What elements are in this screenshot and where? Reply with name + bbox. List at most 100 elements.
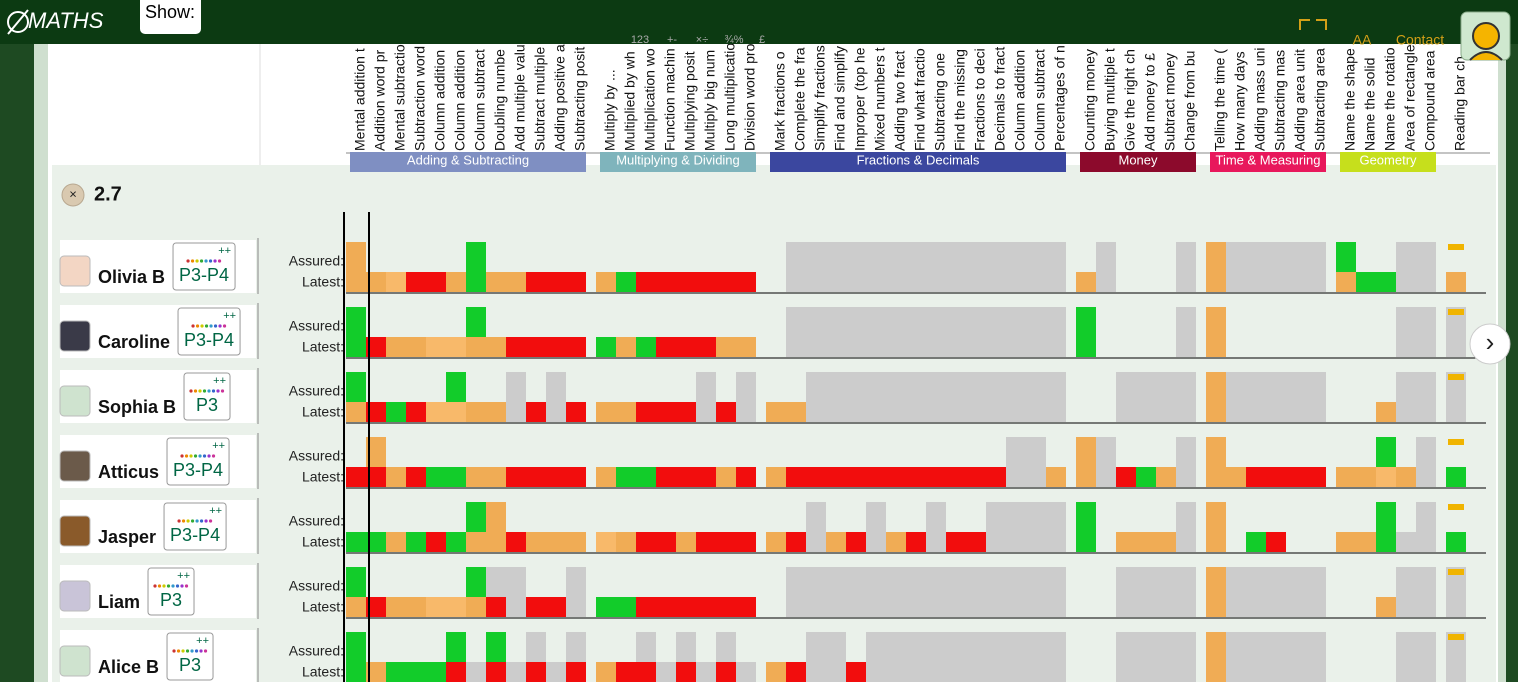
- latest-cell[interactable]: [946, 532, 966, 552]
- latest-cell[interactable]: [766, 532, 786, 552]
- latest-cell[interactable]: [766, 467, 786, 487]
- latest-cell[interactable]: [506, 337, 526, 357]
- latest-cell[interactable]: [696, 597, 716, 617]
- latest-cell[interactable]: [546, 532, 566, 552]
- skill-cell[interactable]: [1246, 242, 1266, 292]
- skill-cell[interactable]: [1246, 567, 1266, 617]
- skill-cell[interactable]: [1446, 372, 1466, 422]
- student-name[interactable]: Liam: [98, 592, 140, 612]
- latest-cell[interactable]: [1076, 272, 1096, 292]
- latest-cell[interactable]: [466, 467, 486, 487]
- latest-cell[interactable]: [386, 597, 406, 617]
- skill-cell[interactable]: [906, 567, 926, 617]
- latest-cell[interactable]: [676, 272, 696, 292]
- skill-cell[interactable]: [866, 372, 886, 422]
- latest-cell[interactable]: [446, 597, 466, 617]
- skill-cell[interactable]: [906, 307, 926, 357]
- latest-cell[interactable]: [1336, 467, 1356, 487]
- latest-cell[interactable]: [656, 597, 676, 617]
- group-label[interactable]: Geometry: [1359, 152, 1417, 167]
- latest-cell[interactable]: [946, 467, 966, 487]
- latest-cell[interactable]: [716, 662, 736, 682]
- level-badge[interactable]: [166, 437, 230, 486]
- skill-cell[interactable]: [806, 372, 826, 422]
- skill-cell[interactable]: [1176, 502, 1196, 552]
- toolbar-item[interactable]: ¾%: [725, 34, 744, 46]
- latest-cell[interactable]: [786, 662, 806, 682]
- topic-header[interactable]: Multiply big num: [702, 50, 718, 151]
- latest-cell[interactable]: [466, 272, 486, 292]
- latest-cell[interactable]: [446, 467, 466, 487]
- assured-cell[interactable]: [1206, 502, 1226, 532]
- latest-cell[interactable]: [346, 662, 366, 682]
- skill-cell[interactable]: [1286, 242, 1306, 292]
- latest-cell[interactable]: [426, 272, 446, 292]
- toolbar-item[interactable]: ×÷: [696, 34, 708, 46]
- latest-cell[interactable]: [506, 532, 526, 552]
- assured-cell[interactable]: [1076, 502, 1096, 532]
- student-name[interactable]: Olivia B: [98, 267, 165, 287]
- skill-cell[interactable]: [1046, 632, 1066, 682]
- skill-cell[interactable]: [986, 307, 1006, 357]
- latest-cell[interactable]: [696, 467, 716, 487]
- latest-cell[interactable]: [716, 532, 736, 552]
- skill-cell[interactable]: [1246, 372, 1266, 422]
- latest-cell[interactable]: [1446, 272, 1466, 292]
- latest-cell[interactable]: [366, 337, 386, 357]
- skill-cell[interactable]: [1156, 372, 1176, 422]
- skill-cell[interactable]: [1226, 372, 1246, 422]
- skill-cell[interactable]: [696, 372, 716, 422]
- level-badge[interactable]: [166, 632, 214, 681]
- latest-cell[interactable]: [676, 402, 696, 422]
- topic-header[interactable]: Counting money: [1082, 49, 1098, 151]
- skill-cell[interactable]: [1116, 567, 1136, 617]
- skill-cell[interactable]: [1446, 567, 1466, 617]
- skill-cell[interactable]: [966, 632, 986, 682]
- skill-cell[interactable]: [1446, 307, 1466, 357]
- latest-cell[interactable]: [346, 337, 366, 357]
- latest-cell[interactable]: [426, 662, 446, 682]
- skill-cell[interactable]: [926, 307, 946, 357]
- assured-cell[interactable]: [1206, 567, 1226, 597]
- latest-cell[interactable]: [736, 337, 756, 357]
- latest-cell[interactable]: [506, 272, 526, 292]
- topic-header[interactable]: Buying multiple t: [1102, 48, 1118, 151]
- topic-header[interactable]: Column subtract: [1032, 49, 1048, 151]
- skill-cell[interactable]: [946, 242, 966, 292]
- group-band[interactable]: [1080, 152, 1196, 172]
- topic-header[interactable]: Subtracting posit: [572, 47, 588, 151]
- latest-cell[interactable]: [446, 402, 466, 422]
- topic-header[interactable]: Addition word pr: [372, 49, 388, 151]
- skill-cell[interactable]: [1306, 372, 1326, 422]
- latest-cell[interactable]: [596, 532, 616, 552]
- skill-cell[interactable]: [826, 372, 846, 422]
- assured-cell[interactable]: [676, 632, 696, 662]
- skill-cell[interactable]: [1096, 242, 1116, 292]
- topic-header[interactable]: Find the missing: [952, 49, 968, 151]
- latest-cell[interactable]: [966, 532, 986, 552]
- latest-cell[interactable]: [736, 467, 756, 487]
- latest-cell[interactable]: [526, 272, 546, 292]
- latest-cell[interactable]: [526, 532, 546, 552]
- skill-cell[interactable]: [926, 502, 946, 552]
- latest-cell[interactable]: [676, 662, 696, 682]
- contact-link[interactable]: Contact: [1396, 32, 1444, 48]
- latest-cell[interactable]: [1076, 467, 1096, 487]
- latest-cell[interactable]: [346, 597, 366, 617]
- topic-header[interactable]: Complete the fra: [792, 47, 808, 151]
- latest-cell[interactable]: [1206, 467, 1226, 487]
- latest-cell[interactable]: [546, 337, 566, 357]
- latest-cell[interactable]: [596, 272, 616, 292]
- latest-cell[interactable]: [616, 402, 636, 422]
- skill-cell[interactable]: [1396, 307, 1416, 357]
- latest-cell[interactable]: [766, 662, 786, 682]
- topic-header[interactable]: Column addition: [1012, 50, 1028, 151]
- topic-header[interactable]: Add multiple valu: [512, 44, 528, 151]
- latest-cell[interactable]: [366, 272, 386, 292]
- latest-cell[interactable]: [426, 402, 446, 422]
- skill-cell[interactable]: [1396, 372, 1416, 422]
- skill-cell[interactable]: [1266, 242, 1286, 292]
- latest-cell[interactable]: [1206, 402, 1226, 422]
- skill-cell[interactable]: [826, 632, 846, 682]
- latest-cell[interactable]: [386, 532, 406, 552]
